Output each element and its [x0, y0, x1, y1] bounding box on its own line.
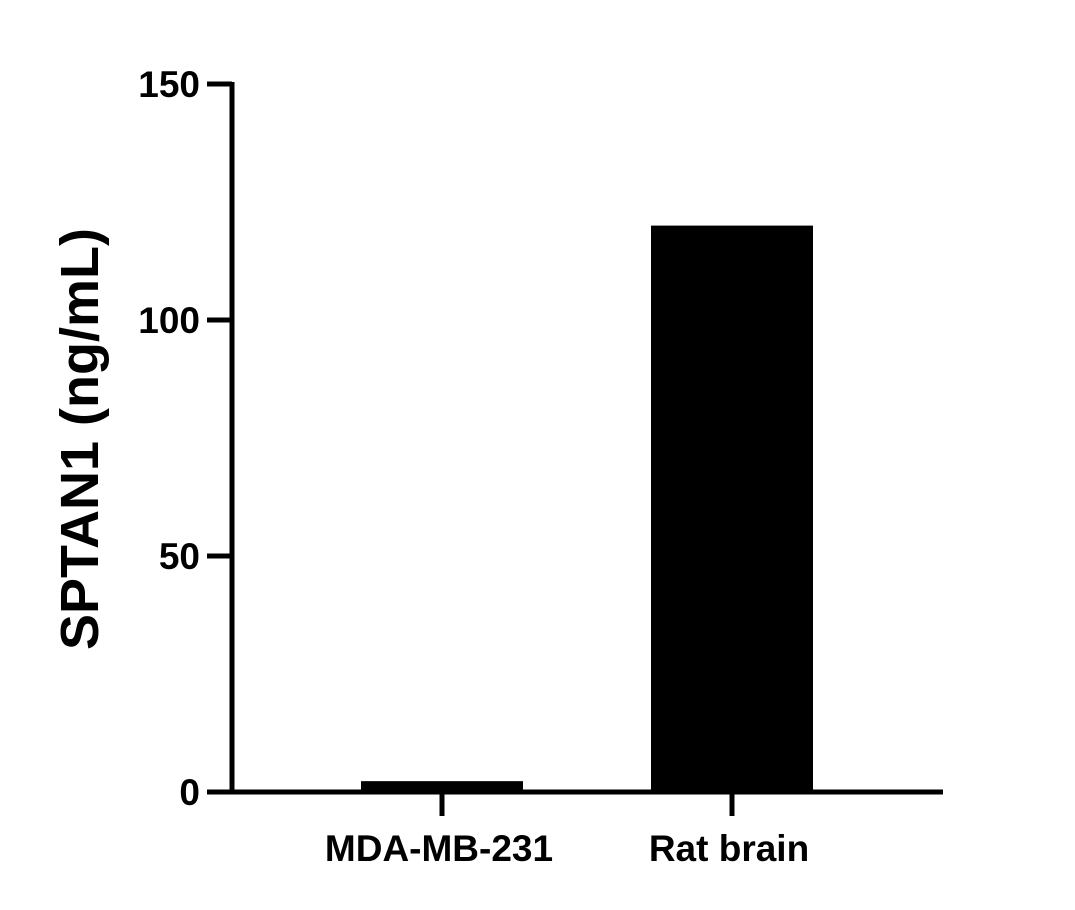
x-tick-label: Rat brain: [649, 828, 809, 869]
y-tick-label: 50: [159, 536, 200, 577]
x-tick-label: MDA-MB-231: [325, 828, 553, 869]
y-tick-label: 150: [138, 64, 200, 105]
bar-rat-brain: [651, 225, 813, 793]
y-tick-label: 0: [179, 772, 200, 813]
bars-group: [361, 225, 813, 793]
bar-mda-mb-231: [361, 781, 523, 792]
y-ticks-group: 0 50 100 150: [138, 64, 232, 813]
axes-group: [229, 82, 943, 795]
y-axis-title: SPTAN1 (ng/mL): [50, 228, 110, 650]
x-ticks-group: MDA-MB-231 Rat brain: [325, 792, 809, 869]
y-tick-label: 100: [138, 300, 200, 341]
